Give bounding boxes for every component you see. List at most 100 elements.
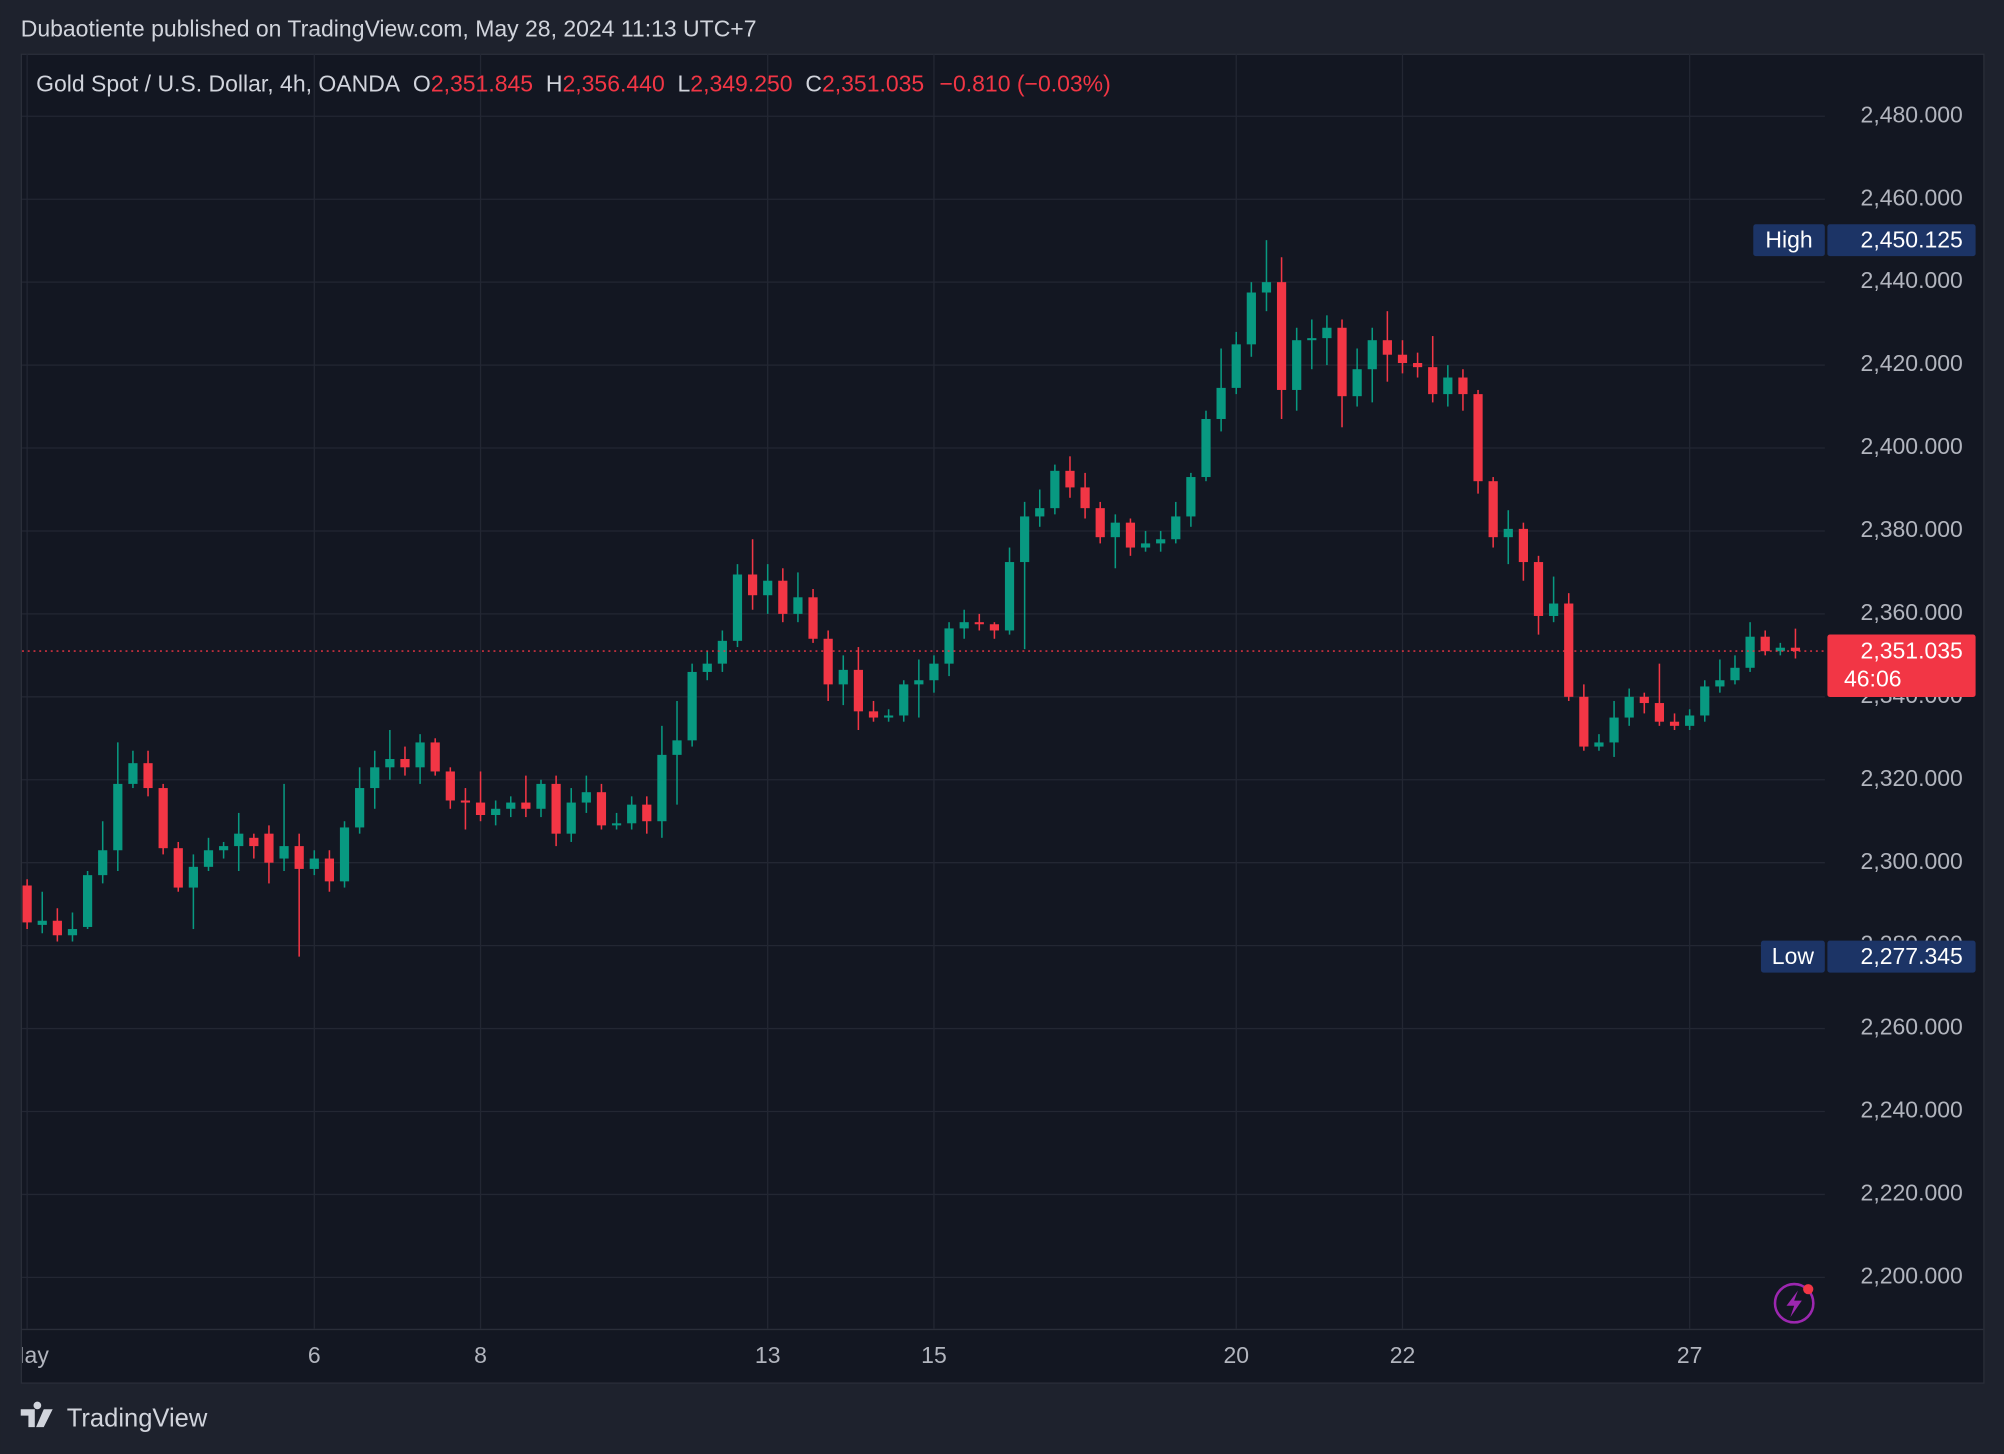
candle-body	[1337, 327, 1347, 397]
candle-body	[188, 866, 198, 888]
marker-value: 2,450.125	[1861, 227, 1963, 253]
y-tick-label: 2,360.000	[1861, 599, 1963, 625]
x-tick-label: 20	[1223, 1342, 1249, 1368]
candle-body	[959, 622, 969, 629]
candle-body	[1715, 680, 1725, 687]
candle-body	[581, 792, 591, 803]
candle-body	[1171, 516, 1181, 540]
candle-body	[1004, 562, 1015, 631]
candle-body	[717, 640, 727, 664]
candle-body	[1065, 470, 1075, 488]
marker-label: Low	[1772, 943, 1815, 969]
icon-ring	[1773, 1282, 1815, 1324]
candle-body	[1322, 327, 1332, 339]
candle-body	[355, 788, 365, 828]
candle-body	[1760, 636, 1770, 652]
brand-name: TradingView	[67, 1404, 208, 1432]
candle-body	[1020, 516, 1030, 563]
candle-body	[1549, 603, 1559, 616]
candle-body	[158, 788, 168, 849]
candle-body	[763, 580, 773, 596]
last-price-box	[1827, 634, 1976, 698]
candle-body	[627, 804, 637, 824]
candle-body	[370, 767, 380, 789]
legend-change: −0.810 (−0.03%)	[940, 71, 1111, 97]
candles	[22, 240, 1801, 957]
icon-bolt	[1786, 1290, 1802, 1318]
candle-body	[989, 624, 1000, 631]
candle-body	[1639, 696, 1649, 704]
candle-body	[1685, 715, 1695, 726]
candle-body	[1564, 603, 1574, 697]
lightning-icon[interactable]	[1773, 1282, 1815, 1324]
candle-body	[1201, 418, 1211, 478]
candle-body	[657, 754, 667, 822]
candle-body	[82, 875, 93, 927]
marker-tag	[1753, 224, 1825, 257]
candle-body	[460, 800, 471, 803]
candle-body	[884, 715, 894, 718]
candle-body	[642, 804, 652, 822]
candle-body	[1050, 470, 1060, 509]
candle-body	[1458, 377, 1468, 395]
candle-body	[536, 783, 546, 809]
candle-body	[1035, 508, 1045, 517]
candle-body	[899, 684, 909, 716]
candle-body	[67, 929, 78, 936]
candle-body	[1140, 543, 1151, 548]
candle-body	[128, 763, 138, 784]
candle-body	[1216, 387, 1226, 419]
candle-body	[1790, 647, 1801, 652]
candle-body	[173, 848, 183, 888]
candle-body	[1246, 292, 1256, 345]
legend-label: L	[678, 71, 691, 97]
legend-value: 2,351.845	[431, 71, 533, 97]
candle-body	[747, 574, 758, 596]
candle-body	[1397, 354, 1408, 364]
candle-body	[1412, 363, 1423, 368]
legend-value: 2,349.250	[690, 71, 792, 97]
candle-body	[808, 597, 818, 639]
y-tick-label: 2,440.000	[1861, 267, 1963, 293]
legend-symbol: Gold Spot / U.S. Dollar, 4h, OANDA	[36, 71, 401, 97]
x-tick-label: May	[5, 1342, 49, 1368]
x-tick-label: 8	[474, 1342, 487, 1368]
x-tick-label: 22	[1390, 1342, 1416, 1368]
y-tick-label: 2,320.000	[1861, 765, 1963, 791]
countdown: 46:06	[1844, 666, 1902, 692]
candle-body	[324, 858, 335, 882]
candle-body	[1186, 477, 1196, 517]
candle-body	[793, 597, 803, 614]
y-tick-label: 2,400.000	[1861, 433, 1963, 459]
candle-body	[1352, 369, 1362, 397]
last-price-label: 2,351.035	[1861, 637, 1963, 663]
y-tick-label: 2,480.000	[1861, 101, 1963, 127]
candle-body	[22, 885, 32, 923]
candle-body	[1292, 340, 1302, 390]
candle-body	[1624, 696, 1634, 718]
candle-body	[1095, 508, 1105, 538]
marker-tag	[1760, 940, 1825, 973]
y-tick-label: 2,200.000	[1861, 1262, 1963, 1288]
candle-body	[566, 802, 576, 834]
legend-label: H	[546, 71, 563, 97]
candle-body	[929, 663, 939, 681]
candle-body	[37, 920, 47, 925]
candle-body	[778, 580, 788, 614]
candle-body	[1443, 377, 1453, 395]
candle-body	[1745, 636, 1755, 668]
candle-body	[52, 920, 62, 936]
legend-label: O	[413, 71, 431, 97]
legend-label: C	[805, 71, 822, 97]
candle-body	[339, 827, 350, 882]
candle-body	[853, 669, 863, 712]
candle-body	[1261, 282, 1272, 293]
candle-body	[1609, 717, 1619, 743]
candle-body	[838, 669, 848, 685]
marker-value-box	[1827, 940, 1976, 973]
axes: 2,200.0002,220.0002,240.0002,260.0002,28…	[5, 101, 1976, 1368]
candle-body	[264, 833, 274, 863]
candle-body	[551, 783, 561, 834]
